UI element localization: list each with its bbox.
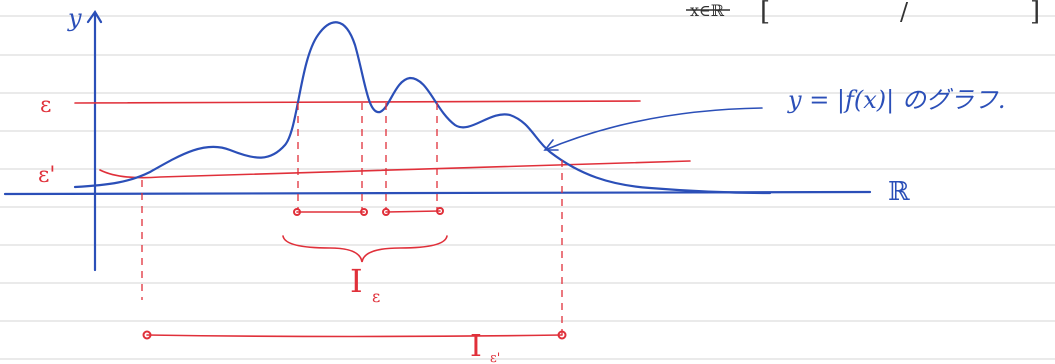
note-arrow [545, 108, 762, 150]
i-eps-prime-sub: ε' [490, 351, 500, 364]
curve-note: y = |f(x)| のグラフ. [787, 86, 1006, 115]
interval-eps-prime [147, 335, 562, 337]
y-label: y [67, 4, 82, 32]
sketch: x∈ℝ [ / ] y ℝ ε ε' I ε I ε' y = |f(x)| の… [0, 0, 1055, 364]
i-eps-prime: I [470, 329, 482, 364]
curve [75, 22, 770, 193]
bracket: ] [1030, 0, 1040, 27]
dashed-guides [142, 103, 562, 335]
epsilon-prime-label: ε' [38, 163, 55, 188]
interval-eps [297, 211, 440, 212]
x-label: ℝ [888, 177, 910, 207]
bracket: [ [760, 0, 770, 27]
i-eps-sub: ε [372, 287, 380, 306]
brace [283, 236, 447, 262]
epsilon-line [75, 101, 640, 103]
i-eps: I [350, 262, 363, 300]
top-note: x∈ℝ [ / ] [686, 0, 1040, 27]
slash: / [900, 0, 909, 26]
y-axis [88, 12, 101, 270]
epsilon-label: ε [40, 93, 51, 118]
